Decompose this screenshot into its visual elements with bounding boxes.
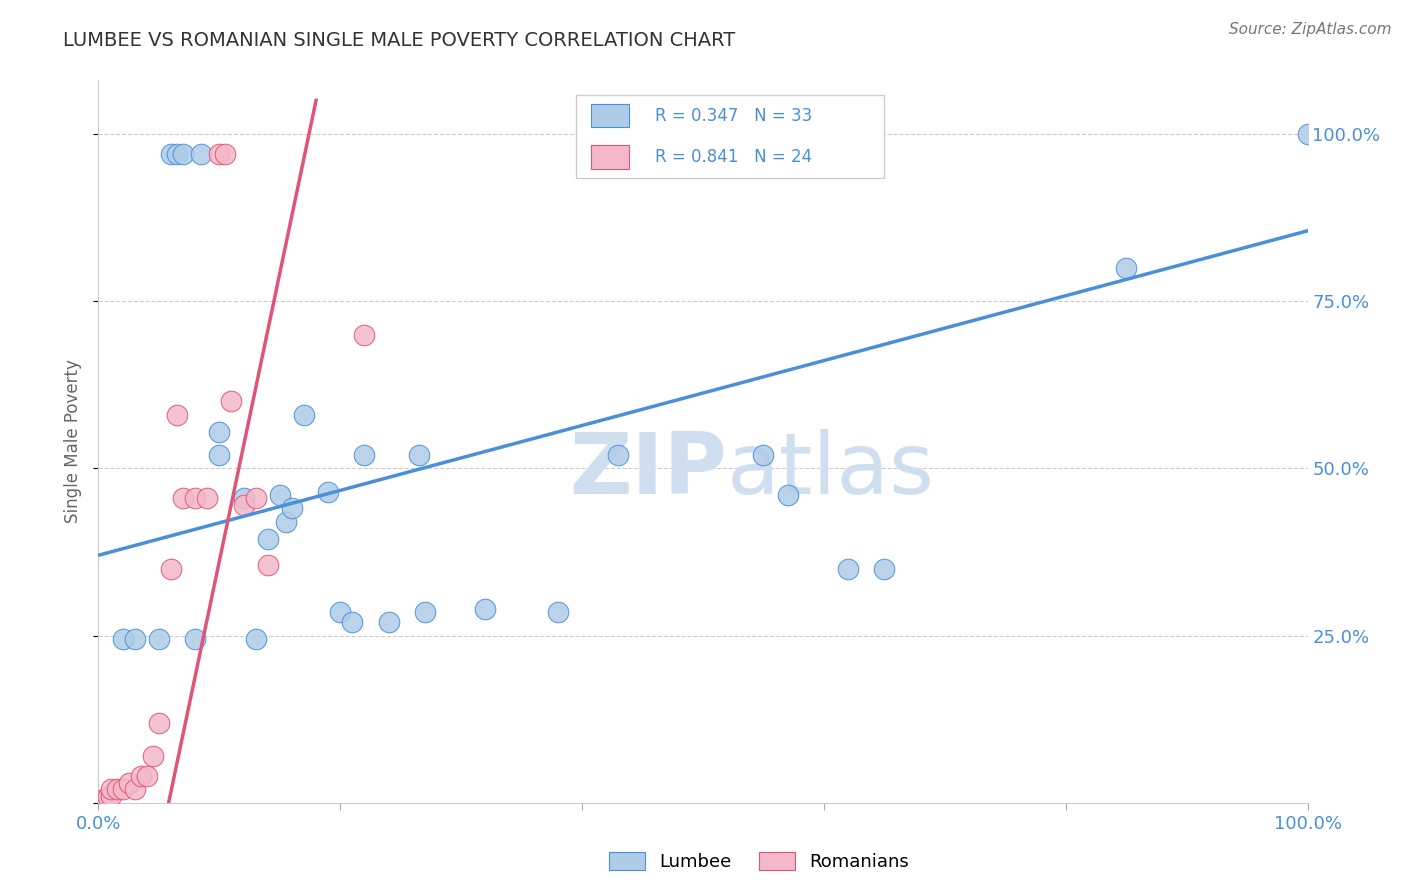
Point bbox=[135, 769, 157, 783]
Point bbox=[124, 782, 146, 797]
Point bbox=[274, 515, 297, 529]
Point bbox=[172, 147, 194, 161]
Point bbox=[184, 491, 207, 506]
Point bbox=[269, 488, 291, 502]
Legend: Lumbee, Romanians: Lumbee, Romanians bbox=[602, 845, 917, 879]
Point bbox=[221, 394, 243, 409]
Point bbox=[100, 782, 122, 797]
Point bbox=[118, 776, 141, 790]
Text: R = 0.347   N = 33: R = 0.347 N = 33 bbox=[655, 106, 811, 125]
Point bbox=[413, 605, 436, 619]
Point bbox=[316, 484, 339, 499]
Point bbox=[408, 448, 430, 462]
FancyBboxPatch shape bbox=[591, 104, 630, 127]
Text: ZIP: ZIP bbox=[569, 429, 727, 512]
Text: LUMBEE VS ROMANIAN SINGLE MALE POVERTY CORRELATION CHART: LUMBEE VS ROMANIAN SINGLE MALE POVERTY C… bbox=[63, 31, 735, 50]
Point bbox=[97, 790, 120, 805]
Point bbox=[190, 147, 212, 161]
Text: R = 0.841   N = 24: R = 0.841 N = 24 bbox=[655, 148, 811, 166]
Point bbox=[837, 562, 859, 576]
Point bbox=[208, 147, 231, 161]
Point bbox=[281, 501, 304, 516]
Point bbox=[292, 408, 315, 422]
Point bbox=[776, 488, 799, 502]
Point bbox=[166, 408, 188, 422]
Point bbox=[232, 498, 254, 512]
Point bbox=[245, 491, 267, 506]
Point bbox=[160, 147, 183, 161]
Text: atlas: atlas bbox=[727, 429, 935, 512]
Point bbox=[214, 147, 236, 161]
Point bbox=[160, 562, 183, 576]
Point bbox=[547, 605, 569, 619]
Point bbox=[148, 632, 170, 646]
Point bbox=[111, 782, 134, 797]
Point bbox=[166, 147, 188, 161]
Point bbox=[172, 491, 194, 506]
Point bbox=[873, 562, 896, 576]
Point bbox=[607, 448, 630, 462]
FancyBboxPatch shape bbox=[576, 95, 884, 178]
Point bbox=[232, 491, 254, 506]
Y-axis label: Single Male Poverty: Single Male Poverty bbox=[63, 359, 82, 524]
Point bbox=[256, 558, 278, 573]
Point bbox=[100, 789, 122, 804]
Point bbox=[377, 615, 399, 630]
Point bbox=[752, 448, 775, 462]
Point bbox=[256, 532, 278, 546]
Point bbox=[1115, 260, 1137, 275]
Point bbox=[353, 327, 375, 342]
Point bbox=[208, 448, 231, 462]
Point bbox=[129, 769, 152, 783]
Point bbox=[105, 782, 128, 797]
Point bbox=[124, 632, 146, 646]
Point bbox=[111, 632, 134, 646]
Point bbox=[1296, 127, 1319, 141]
Point bbox=[93, 792, 115, 806]
Point bbox=[142, 749, 165, 764]
Point bbox=[474, 602, 496, 616]
Point bbox=[208, 425, 231, 439]
Point bbox=[184, 632, 207, 646]
Point bbox=[342, 615, 364, 630]
Point bbox=[353, 448, 375, 462]
Text: Source: ZipAtlas.com: Source: ZipAtlas.com bbox=[1229, 22, 1392, 37]
Point bbox=[195, 491, 218, 506]
Point bbox=[245, 632, 267, 646]
Point bbox=[148, 715, 170, 730]
FancyBboxPatch shape bbox=[591, 145, 630, 169]
Point bbox=[329, 605, 352, 619]
